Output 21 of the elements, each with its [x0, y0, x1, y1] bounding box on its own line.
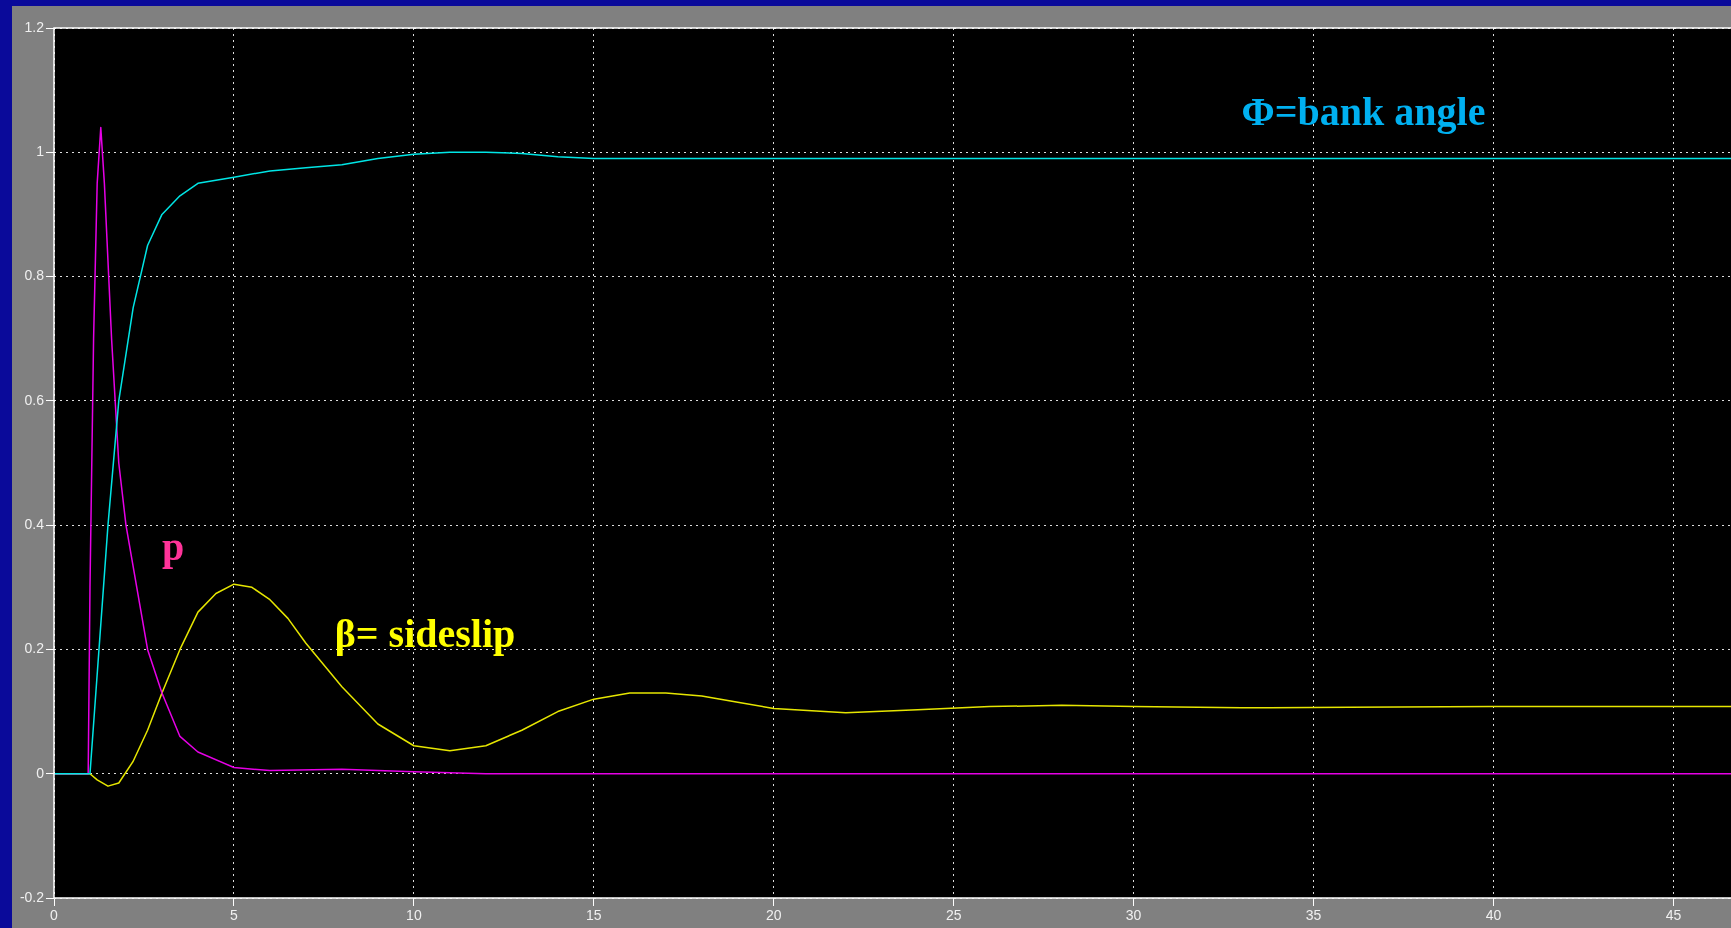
series-label: Φ=bank angle	[1241, 89, 1486, 135]
y-tick-label: -0.2	[19, 888, 45, 905]
x-tick-label: 40	[1485, 907, 1502, 924]
y-tick-label: 0.8	[24, 267, 45, 284]
x-tick-label: 35	[1305, 907, 1322, 924]
y-tick-label: 0	[36, 764, 45, 781]
x-tick-label: 45	[1665, 907, 1682, 924]
y-tick-label: 0.4	[24, 516, 45, 532]
y-tick-label: 1	[36, 143, 45, 160]
series-label: p	[161, 524, 185, 570]
x-tick-label: 15	[586, 907, 602, 924]
y-tick-label: 0.2	[24, 640, 45, 657]
x-tick-label: 10	[406, 907, 422, 924]
x-tick-label: 5	[230, 907, 239, 924]
x-tick-label: 0	[50, 907, 59, 924]
x-tick-label: 25	[945, 907, 962, 924]
series-label: β= sideslip	[334, 611, 516, 657]
x-tick-label: 20	[765, 907, 782, 924]
y-tick-label: 0.6	[24, 391, 45, 408]
x-tick-label: 30	[1125, 907, 1142, 924]
y-tick-label: 1.2	[24, 18, 45, 35]
